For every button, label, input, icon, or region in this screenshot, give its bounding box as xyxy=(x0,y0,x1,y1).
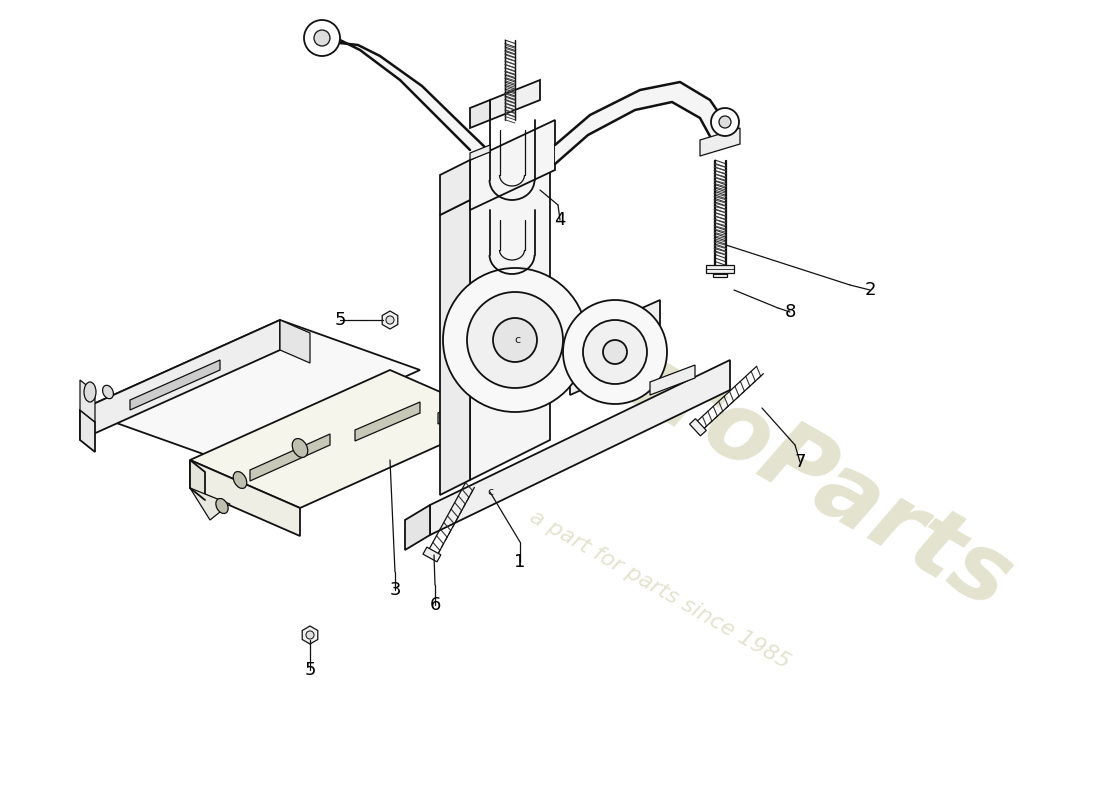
Polygon shape xyxy=(570,300,660,395)
Circle shape xyxy=(711,108,739,136)
Polygon shape xyxy=(190,370,500,508)
Text: 2: 2 xyxy=(865,281,876,299)
Circle shape xyxy=(719,116,732,128)
Polygon shape xyxy=(700,128,740,156)
Circle shape xyxy=(603,340,627,364)
Polygon shape xyxy=(690,418,706,436)
Polygon shape xyxy=(355,402,420,441)
Text: 8: 8 xyxy=(784,303,795,321)
Ellipse shape xyxy=(102,386,113,398)
Polygon shape xyxy=(470,120,556,210)
Circle shape xyxy=(314,30,330,46)
Circle shape xyxy=(443,268,587,412)
Polygon shape xyxy=(80,380,95,422)
Circle shape xyxy=(563,300,667,404)
Polygon shape xyxy=(470,160,550,480)
Polygon shape xyxy=(440,160,470,215)
Polygon shape xyxy=(556,82,725,164)
Ellipse shape xyxy=(293,438,308,458)
Ellipse shape xyxy=(84,382,96,402)
Circle shape xyxy=(493,318,537,362)
Polygon shape xyxy=(470,100,490,128)
Polygon shape xyxy=(490,80,540,120)
Polygon shape xyxy=(440,200,470,495)
Text: 7: 7 xyxy=(794,453,805,471)
Polygon shape xyxy=(130,360,220,410)
Ellipse shape xyxy=(233,471,246,489)
Text: c: c xyxy=(487,487,493,497)
Circle shape xyxy=(306,631,315,639)
Text: 1: 1 xyxy=(515,553,526,571)
Polygon shape xyxy=(713,270,727,277)
Text: a part for parts since 1985: a part for parts since 1985 xyxy=(526,507,794,673)
Polygon shape xyxy=(470,145,490,160)
Polygon shape xyxy=(322,38,490,152)
Polygon shape xyxy=(280,320,310,363)
Text: 5: 5 xyxy=(305,661,316,679)
Polygon shape xyxy=(424,547,441,562)
Polygon shape xyxy=(80,410,95,452)
Circle shape xyxy=(386,316,394,324)
Polygon shape xyxy=(302,626,318,644)
Ellipse shape xyxy=(216,498,228,514)
Polygon shape xyxy=(250,434,330,481)
Circle shape xyxy=(583,320,647,384)
Text: 6: 6 xyxy=(429,596,441,614)
Text: 5: 5 xyxy=(334,311,345,329)
Polygon shape xyxy=(438,399,470,424)
Text: 4: 4 xyxy=(554,211,565,229)
Polygon shape xyxy=(650,365,695,395)
Polygon shape xyxy=(430,360,730,535)
Polygon shape xyxy=(490,418,500,430)
Text: 3: 3 xyxy=(389,581,400,599)
Polygon shape xyxy=(80,320,420,460)
Polygon shape xyxy=(190,488,230,520)
Circle shape xyxy=(468,292,563,388)
Polygon shape xyxy=(190,460,205,500)
Polygon shape xyxy=(80,320,280,440)
Circle shape xyxy=(304,20,340,56)
Polygon shape xyxy=(382,311,398,329)
Polygon shape xyxy=(190,460,300,536)
Polygon shape xyxy=(405,505,430,550)
Text: euroParts: euroParts xyxy=(532,290,1027,630)
Polygon shape xyxy=(706,265,734,273)
Text: c: c xyxy=(514,335,520,345)
